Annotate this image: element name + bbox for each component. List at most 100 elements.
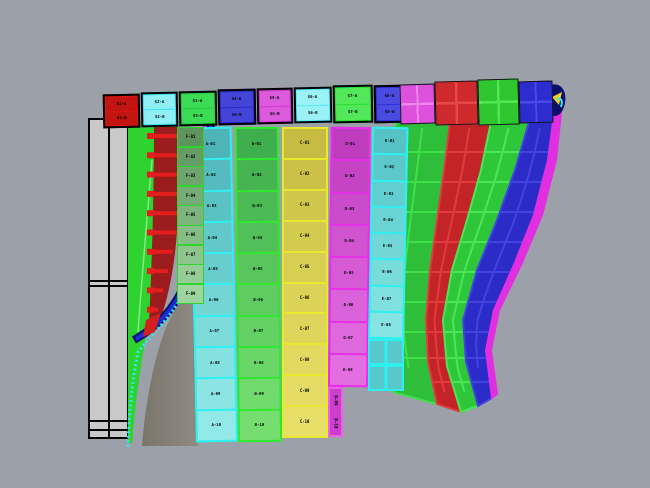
top-panel[interactable]: S1-A S1-B <box>102 93 141 129</box>
plate-cell[interactable]: E-08 <box>370 312 403 338</box>
top-panel[interactable]: S6-A S6-B <box>293 86 333 124</box>
plate-cell[interactable]: B-08 <box>239 347 280 378</box>
frame-cell[interactable]: F-04 <box>178 186 203 205</box>
plate-cell[interactable]: A-09 <box>196 378 236 410</box>
top-panel[interactable]: S5-A S5-B <box>256 87 294 125</box>
plate-label: C-07 <box>300 326 310 331</box>
frame-cell[interactable]: F-05 <box>178 206 203 225</box>
plate-cell[interactable]: D-06 <box>330 290 368 321</box>
band-magenta-trim[interactable] <box>484 91 565 400</box>
plate-cell[interactable]: E-01 <box>373 128 407 154</box>
top-panel-cell[interactable]: S1-A <box>105 96 137 111</box>
frame-plates[interactable] <box>88 118 129 439</box>
plate-cell[interactable]: D-03 <box>331 193 369 224</box>
plate-cell[interactable]: E-05 <box>371 233 405 259</box>
plate-column-C: C-01 C-02 C-03 C-04 C-05 C-06 C-07 C-08 C-09 C-10 <box>282 127 328 438</box>
e-grid-tail[interactable] <box>368 339 404 391</box>
plate-cell[interactable]: E-02 <box>373 154 406 180</box>
frame-cell[interactable]: F-09 <box>178 284 203 303</box>
top-panel-cell[interactable]: S2-A <box>143 94 175 110</box>
plate-cell[interactable]: B-02 <box>237 160 278 190</box>
plate-label: C-10 <box>300 419 310 424</box>
plate-cell[interactable]: C-01 <box>284 129 326 158</box>
top-panel-cell[interactable]: S7-A <box>335 87 370 104</box>
plate-cell[interactable]: C-08 <box>284 345 326 375</box>
red-stripe-tab <box>147 190 154 197</box>
plate-cell[interactable]: C-04 <box>284 221 326 251</box>
plate-cell[interactable]: B-06 <box>238 285 279 315</box>
plate-label: F-06 <box>185 232 196 238</box>
top-panel-cell[interactable]: S7-B <box>336 104 371 121</box>
top-panel[interactable]: S2-A S2-B <box>140 91 179 128</box>
plate-cell[interactable]: C-07 <box>284 314 326 344</box>
top-panel-cell[interactable]: S3-B <box>182 108 215 124</box>
top-panel[interactable]: S4-A S4-B <box>217 88 257 126</box>
plate-cell[interactable]: E-06 <box>371 259 404 285</box>
shell-panel-panel-green[interactable] <box>477 78 520 126</box>
plate-cell[interactable]: A-10 <box>197 410 236 441</box>
plate-label: F-04 <box>185 193 196 198</box>
plate-cell[interactable]: E-04 <box>372 207 405 233</box>
frame-cell-column: F-01 F-02 F-03 F-04 F-05 F-06 F-07 F-08 F-09 <box>177 127 204 304</box>
frame-green-line <box>137 159 153 333</box>
plate-label: D-07 <box>343 335 354 340</box>
frame-cell[interactable]: F-03 <box>178 167 203 186</box>
plate-cell[interactable]: E-07 <box>370 286 404 312</box>
plate-cell[interactable]: A-08 <box>196 347 235 378</box>
plate-cell[interactable]: B-04 <box>237 222 279 253</box>
top-panel-cell[interactable]: S5-A <box>259 90 290 106</box>
plate-label: A-09 <box>211 391 221 397</box>
top-panel-cell[interactable]: S3-A <box>181 93 214 109</box>
plate-cell[interactable]: B-03 <box>237 191 278 222</box>
plate-cell[interactable]: C-05 <box>284 252 326 282</box>
top-panel-cell[interactable]: S1-B <box>106 111 138 126</box>
strip-column[interactable]: D-09 D-10 <box>328 387 343 437</box>
plate-label: A-07 <box>209 328 220 334</box>
red-stripe-tab <box>147 306 154 313</box>
plate-label: E-07 <box>381 296 392 301</box>
top-panel-cell[interactable]: S6-A <box>296 89 329 105</box>
frame-plate-left[interactable] <box>90 120 110 437</box>
plate-label: F-02 <box>185 154 196 159</box>
plate-cell[interactable]: B-10 <box>239 410 280 441</box>
red-stripe-tab <box>147 171 154 178</box>
top-panel-cell[interactable]: S6-B <box>297 105 330 121</box>
plate-cell[interactable]: C-03 <box>284 190 326 220</box>
plate-cell[interactable]: C-10 <box>284 407 326 437</box>
plate-cell[interactable]: D-07 <box>330 322 367 353</box>
plate-cell[interactable]: C-02 <box>284 159 326 189</box>
frame-cell[interactable]: F-07 <box>178 245 203 264</box>
top-panel[interactable]: S7-A S7-B <box>332 84 374 124</box>
plate-cell[interactable]: B-09 <box>239 379 280 409</box>
shell-panel-panel-magenta[interactable] <box>399 83 436 125</box>
plate-cell[interactable]: D-08 <box>330 354 367 386</box>
plate-cell[interactable]: D-02 <box>332 161 369 192</box>
plate-cell[interactable]: E-03 <box>372 181 406 207</box>
shell-panel-panel-red[interactable] <box>434 80 479 126</box>
shell-panel-panel-blue[interactable] <box>518 80 554 124</box>
top-panel-cell[interactable]: S4-B <box>221 107 254 123</box>
plate-cell[interactable]: B-07 <box>238 316 279 347</box>
plate-cell[interactable]: D-05 <box>331 257 368 289</box>
plate-cell[interactable]: B-05 <box>238 253 279 284</box>
plate-cell[interactable]: C-06 <box>284 283 326 313</box>
frame-cell[interactable]: F-01 <box>178 128 203 147</box>
frame-cell[interactable]: F-08 <box>178 265 203 284</box>
plate-cell[interactable]: D-04 <box>331 225 368 257</box>
frame-cell[interactable]: F-02 <box>178 147 203 166</box>
top-panel-cell[interactable]: S2-B <box>144 109 176 125</box>
plate-cell[interactable]: D-01 <box>332 128 369 160</box>
plate-label: C-02 <box>300 171 310 177</box>
top-panel[interactable]: S3-A S3-B <box>178 90 218 127</box>
frame-cell[interactable]: F-06 <box>178 226 203 245</box>
plate-label: A-03 <box>207 203 217 209</box>
plate-label: A-10 <box>211 422 222 428</box>
top-panel-cell[interactable]: S4-A <box>220 91 253 107</box>
plate-label: S4-B <box>232 112 243 117</box>
plate-cell[interactable]: B-01 <box>236 128 278 159</box>
plate-cell[interactable]: C-09 <box>284 376 326 406</box>
plate-seam <box>90 280 127 282</box>
plate-cell[interactable]: A-07 <box>195 316 234 347</box>
top-panel-cell[interactable]: S5-B <box>260 106 291 122</box>
